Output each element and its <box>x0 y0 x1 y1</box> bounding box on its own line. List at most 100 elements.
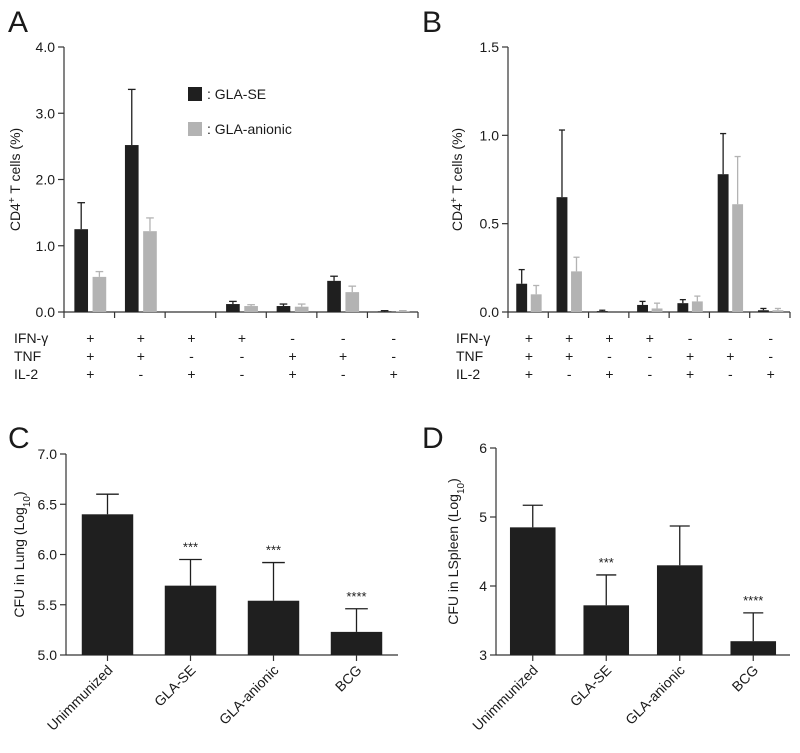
cytokine-sign: - <box>240 366 245 382</box>
cytokine-sign: - <box>728 366 733 382</box>
panel-d-y-tick-label: 6 <box>479 440 487 456</box>
bar-gla-anionic <box>396 311 410 312</box>
cytokine-sign: - <box>240 348 245 364</box>
panel-c-y-tick-label: 6.0 <box>38 547 58 563</box>
panel-a-y-tick-label: 3.0 <box>36 105 56 121</box>
bar-gla-se <box>637 304 648 312</box>
bar-gla-se <box>327 280 341 312</box>
cytokine-sign: - <box>688 330 693 346</box>
panel-letter-d: D <box>422 422 444 455</box>
bar-gla-se <box>226 304 240 312</box>
category-label: BCG <box>332 662 365 695</box>
plot-layer: 0.0 1.0 2.0 3.0 4.0 CD4+ T cells (%) IFN-γ + + + +… <box>7 39 791 734</box>
cytokine-row-label: TNF <box>456 348 483 364</box>
significance-stars: **** <box>743 593 763 608</box>
bar-unimmunized <box>509 527 556 655</box>
category-label: BCG <box>729 662 762 695</box>
cytokine-sign: + <box>605 366 613 382</box>
panel-letter-c: C <box>8 422 30 455</box>
cytokine-sign: + <box>646 330 654 346</box>
bar-gla-se <box>677 303 689 312</box>
cytokine-sign: + <box>86 330 94 346</box>
bar-gla-se <box>124 145 139 312</box>
panel-a-y-tick-label: 4.0 <box>36 39 56 55</box>
cytokine-sign: - <box>341 366 346 382</box>
panel-d-y-tick-label: 5 <box>479 509 487 525</box>
significance-stars: *** <box>599 555 614 570</box>
cytokine-sign: + <box>288 348 296 364</box>
cytokine-sign: + <box>187 366 195 382</box>
cytokine-sign: - <box>391 348 396 364</box>
cytokine-sign: - <box>768 330 773 346</box>
category-label: Unimmunized <box>469 662 541 734</box>
cytokine-sign: - <box>391 330 396 346</box>
panel-letter-a: A <box>8 6 28 39</box>
cytokine-sign: + <box>525 330 533 346</box>
bar-unimmunized <box>81 514 134 655</box>
cytokine-sign: + <box>525 366 533 382</box>
cytokine-sign: + <box>686 348 694 364</box>
significance-stars: *** <box>266 543 281 558</box>
bar-gla-se <box>757 310 769 312</box>
bar-gla-anionic <box>92 276 107 312</box>
cytokine-sign: - <box>341 330 346 346</box>
cytokine-row-label: IFN-γ <box>14 330 48 346</box>
bar-gla-se <box>74 229 89 312</box>
panel-a-y-axis-label: CD4+ T cells (%) <box>7 128 24 231</box>
bar-bcg <box>330 631 383 655</box>
category-label: Unimmunized <box>44 662 116 734</box>
legend-label-gla-se: : GLA-SE <box>207 86 266 102</box>
significance-stars: **** <box>346 589 366 604</box>
cytokine-sign: + <box>525 348 533 364</box>
cytokine-sign: + <box>565 348 573 364</box>
cytokine-sign: + <box>137 330 145 346</box>
bar-gla-se <box>377 311 392 312</box>
cytokine-sign: + <box>187 330 195 346</box>
category-label: GLA-anionic <box>622 662 688 728</box>
cytokine-sign: - <box>567 366 572 382</box>
cytokine-sign: + <box>86 348 94 364</box>
bar-gla-anionic <box>691 301 703 312</box>
category-label: GLA-SE <box>567 662 615 710</box>
panel-b-y-axis-label: CD4+ T cells (%) <box>449 128 466 231</box>
panel-c-y-tick-label: 6.5 <box>38 496 58 512</box>
bar-gla-anionic <box>772 310 784 312</box>
cytokine-sign: - <box>607 348 612 364</box>
panel-b-y-tick-label: 0.0 <box>480 304 500 320</box>
cytokine-sign: + <box>767 366 775 382</box>
bar-gla-anionic <box>656 565 703 655</box>
bar-gla-se <box>596 311 608 312</box>
cytokine-row-label: IL-2 <box>456 366 480 382</box>
panel-d-y-axis-label: CFU in LSpleen (Log10) <box>445 478 467 625</box>
bar-gla-se <box>516 283 528 312</box>
cytokine-sign: + <box>288 366 296 382</box>
legend-label-gla-anionic: : GLA-anionic <box>207 121 292 137</box>
bar-gla-se <box>276 306 291 312</box>
cytokine-sign: - <box>647 366 652 382</box>
panel-a-y-tick-label: 1.0 <box>36 238 56 254</box>
cytokine-sign: - <box>189 348 194 364</box>
cytokine-row-label: IL-2 <box>14 366 38 382</box>
panel-b-y-tick-label: 0.5 <box>480 216 500 232</box>
cytokine-sign: + <box>726 348 734 364</box>
category-label: GLA-SE <box>151 662 199 710</box>
panel-letter-b: B <box>422 6 442 39</box>
cytokine-sign: + <box>238 330 246 346</box>
bar-gla-se <box>556 197 568 312</box>
bar-bcg <box>730 641 777 655</box>
cytokine-sign: - <box>768 348 773 364</box>
bar-gla-anionic <box>247 600 300 655</box>
panel-b-y-tick-label: 1.0 <box>480 127 500 143</box>
significance-stars: *** <box>183 540 198 555</box>
panel-c-y-tick-label: 5.5 <box>38 597 58 613</box>
panel-c-y-tick-label: 7.0 <box>38 446 58 462</box>
cytokine-sign: + <box>390 366 398 382</box>
bar-gla-anionic <box>294 306 309 312</box>
panel-c-y-tick-label: 5.0 <box>38 647 58 663</box>
cytokine-sign: + <box>339 348 347 364</box>
cytokine-sign: - <box>647 348 652 364</box>
legend-swatch-gla-se <box>188 87 202 101</box>
panel-a-y-tick-label: 2.0 <box>36 172 56 188</box>
bar-gla-se <box>717 174 729 312</box>
